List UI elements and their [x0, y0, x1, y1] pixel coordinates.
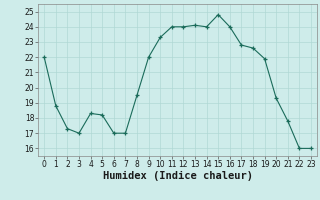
- X-axis label: Humidex (Indice chaleur): Humidex (Indice chaleur): [103, 171, 252, 181]
